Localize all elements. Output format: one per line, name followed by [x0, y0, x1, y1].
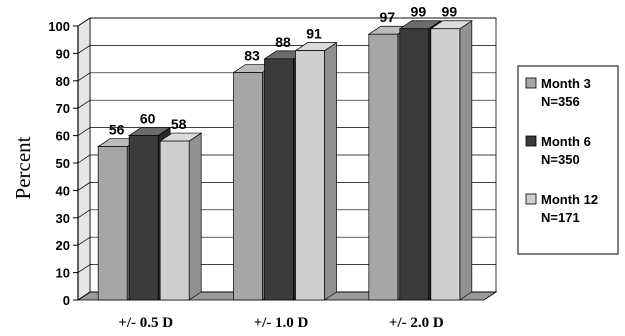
data-label: 88 — [275, 34, 291, 50]
legend-entry: Month 12 — [541, 192, 598, 207]
data-label: 99 — [442, 4, 458, 20]
y-tick-label: 0 — [63, 293, 70, 308]
data-label: 58 — [171, 116, 187, 132]
y-tick-label: 60 — [56, 129, 70, 144]
legend-swatch — [525, 77, 537, 89]
bar-side — [188, 132, 202, 301]
y-tick-label: 100 — [48, 19, 70, 34]
gridline — [77, 209, 496, 219]
x-tick-label: +/- 2.0 D — [389, 315, 444, 331]
legend-swatch — [525, 135, 537, 147]
y-tick-label: 50 — [56, 156, 70, 171]
data-label: 56 — [109, 122, 125, 138]
bar-front — [368, 33, 399, 301]
legend-swatch — [525, 193, 537, 205]
gridline — [77, 99, 496, 109]
gridline — [77, 182, 496, 191]
gridline — [77, 154, 496, 164]
legend-entry: Month 6 — [541, 134, 591, 149]
y-tick-label: 20 — [56, 238, 70, 253]
data-label: 91 — [306, 26, 322, 42]
data-label: 97 — [380, 9, 396, 25]
data-label: 99 — [411, 4, 427, 20]
gridline — [77, 17, 496, 27]
bar-front — [430, 28, 461, 301]
legend-n-label: N=356 — [541, 94, 580, 109]
data-label: 83 — [244, 48, 260, 64]
bar-front — [264, 58, 294, 301]
bar-front — [159, 140, 190, 301]
bar-front — [128, 135, 159, 301]
bar-front — [97, 146, 128, 301]
gridline — [77, 264, 496, 273]
x-tick-label: +/- 1.0 D — [254, 315, 309, 331]
legend: Month 3 N=356 Month 6 N=350 Month 12 N=171 — [517, 65, 619, 255]
legend-box — [517, 65, 619, 255]
bar-side — [459, 20, 473, 301]
legend-entry: Month 3 — [541, 76, 591, 91]
gridline — [77, 45, 496, 54]
plot-area: 0 10 20 30 40 50 60 70 80 90 100 56 60 58 +/- 0.5 D 83 8… — [48, 4, 498, 331]
legend-n-label: N=171 — [541, 210, 580, 225]
y-axis-label: Percent — [11, 136, 35, 199]
data-label: 60 — [140, 111, 156, 127]
gridline — [77, 236, 496, 246]
bar — [294, 42, 338, 301]
gridline — [77, 291, 496, 301]
y-tick-label: 70 — [56, 101, 70, 116]
bar-front — [399, 28, 430, 301]
gridline — [77, 72, 496, 82]
bar-front — [233, 72, 263, 301]
y-tick-label: 30 — [56, 211, 70, 226]
bar-front — [295, 50, 325, 301]
x-tick-label: +/- 0.5 D — [118, 315, 173, 331]
bar — [159, 132, 203, 301]
bar-side — [324, 42, 337, 301]
bar — [429, 20, 473, 301]
gridline — [77, 127, 496, 136]
y-tick-label: 10 — [56, 266, 70, 281]
y-tick-label: 40 — [56, 183, 70, 198]
legend-n-label: N=350 — [541, 152, 580, 167]
bar — [367, 25, 411, 301]
y-tick-label: 90 — [56, 46, 70, 61]
y-tick-label: 80 — [56, 74, 70, 89]
